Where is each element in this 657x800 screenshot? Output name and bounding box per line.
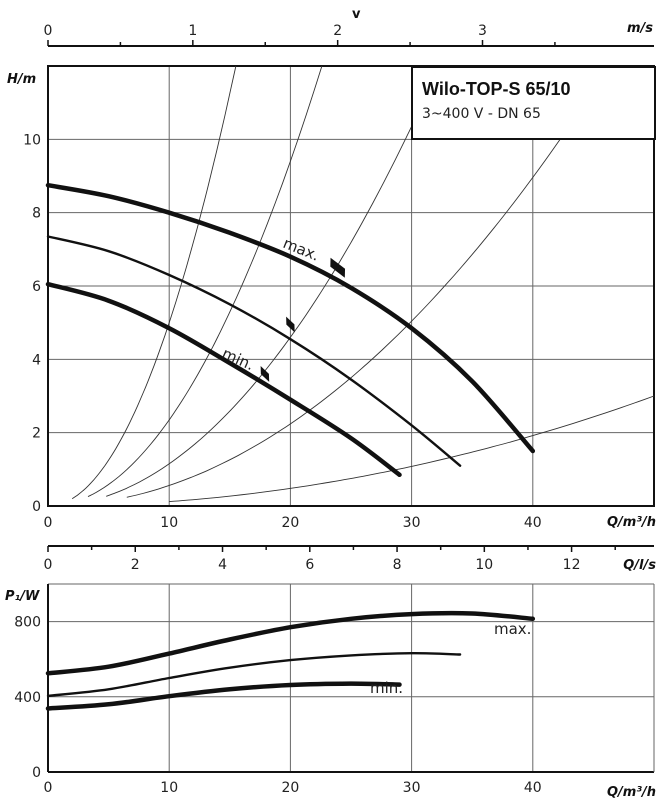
velocity-axis: v m/s 0 1 2 3	[44, 7, 654, 47]
head-x-tick-label: 40	[524, 515, 542, 531]
flow-litres-tick-label: 10	[475, 557, 493, 573]
power-curve-label-min: min.	[370, 679, 403, 697]
velocity-axis-unit: m/s	[627, 21, 653, 36]
head-curves	[45, 182, 536, 478]
operating-point-marker	[260, 366, 270, 382]
velocity-tick-label: 3	[478, 23, 487, 39]
title-box: Wilo-TOP-S 65/10 3~400 V - DN 65	[411, 66, 656, 140]
head-y-tick-label: 6	[32, 279, 41, 295]
power-chart-x-axis-title: Q/m³/h	[607, 785, 656, 800]
head-curve-mid	[46, 235, 462, 467]
head-axis-title: H/m	[7, 72, 36, 87]
velocity-tick-label: 0	[44, 23, 53, 39]
velocity-axis-symbol: v	[352, 7, 361, 22]
operating-point-markers	[260, 257, 346, 382]
power-x-tick-label: 40	[524, 780, 542, 796]
power-curves	[45, 610, 536, 711]
chart-subtitle: 3~400 V - DN 65	[422, 106, 541, 122]
power-x-tick-label: 0	[44, 780, 53, 796]
system-curves	[71, 65, 655, 503]
head-y-tick-label: 0	[32, 499, 41, 515]
head-y-tick-label: 8	[32, 206, 41, 222]
system-curve	[106, 65, 440, 497]
head-curve-max	[45, 182, 536, 454]
power-curve-label-max: max.	[494, 620, 531, 638]
head-y-tick-label: 10	[23, 132, 41, 148]
flow-litres-tick-label: 6	[305, 557, 314, 573]
head-x-tick-label: 30	[403, 515, 421, 531]
flow-litres-tick-label: 8	[393, 557, 402, 573]
title-box-frame	[411, 66, 656, 140]
head-curve-min	[45, 281, 402, 478]
head-x-tick-label: 10	[160, 515, 178, 531]
flow-litres-tick-label: 0	[44, 557, 53, 573]
power-y-tick-label: 0	[32, 765, 41, 781]
flow-litres-tick-label: 12	[563, 557, 581, 573]
head-x-tick-label: 0	[44, 515, 53, 531]
flow-litres-tick-label: 2	[131, 557, 140, 573]
system-curve	[87, 65, 323, 497]
power-curve-max	[45, 610, 536, 676]
head-y-tick-label: 2	[32, 426, 41, 442]
flow-litres-axis-title: Q/l/s	[623, 558, 656, 573]
velocity-tick-label: 1	[188, 23, 197, 39]
power-y-tick-label: 400	[14, 690, 41, 706]
system-curve	[169, 395, 655, 503]
power-x-tick-label: 20	[281, 780, 299, 796]
power-axis-title: P₁/W	[5, 589, 40, 604]
operating-point-marker	[330, 257, 346, 278]
power-curve-mid	[46, 651, 462, 698]
power-x-tick-label: 30	[403, 780, 421, 796]
power-x-tick-label: 10	[160, 780, 178, 796]
flow-litres-tick-label: 4	[218, 557, 227, 573]
system-curve	[126, 71, 606, 498]
system-curve	[71, 65, 237, 500]
head-x-tick-label: 20	[281, 515, 299, 531]
head-chart-x-axis-title: Q/m³/h	[607, 515, 656, 530]
chart-title: Wilo-TOP-S 65/10	[422, 79, 571, 99]
velocity-tick-label: 2	[333, 23, 342, 39]
flow-litres-axis: Q/l/s 0 2 4 6 8 10 12	[44, 545, 656, 573]
head-y-tick-label: 4	[32, 352, 41, 368]
power-y-tick-label: 800	[14, 615, 41, 631]
operating-point-marker	[286, 316, 295, 333]
power-curve-min	[45, 681, 402, 711]
